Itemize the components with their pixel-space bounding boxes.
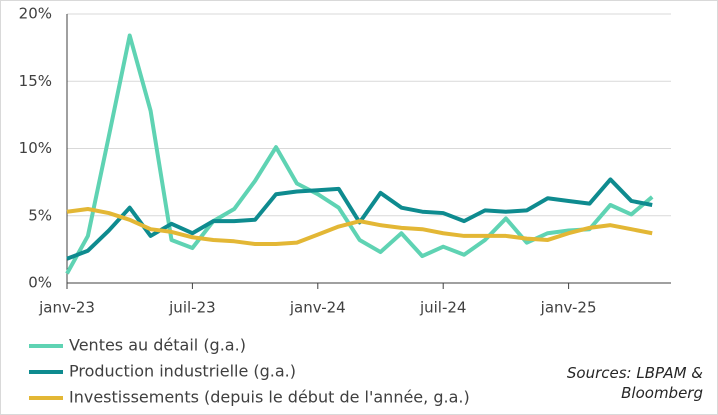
legend-label: Production industrielle (g.a.): [69, 362, 296, 381]
y-tick-label: 0%: [28, 274, 52, 292]
x-tick-label: janv-24: [289, 299, 346, 317]
y-tick-label: 10%: [19, 139, 52, 157]
x-tick-label: janv-23: [38, 299, 95, 317]
x-tick-label: juil-23: [168, 299, 216, 317]
x-tick-label: juil-24: [419, 299, 467, 317]
y-tick-label: 5%: [28, 206, 52, 224]
legend-label: Investissements (depuis le début de l'an…: [69, 388, 470, 407]
x-tick-label: janv-25: [540, 299, 597, 317]
series-line: [66, 177, 653, 261]
source-note: Sources: LBPAM & Bloomberg: [566, 364, 703, 402]
legend-label: Ventes au détail (g.a.): [69, 336, 246, 355]
y-tick-label: 20%: [19, 5, 52, 23]
series-line: [65, 33, 654, 275]
y-tick-label: 15%: [19, 72, 52, 90]
series-line: [66, 207, 653, 246]
